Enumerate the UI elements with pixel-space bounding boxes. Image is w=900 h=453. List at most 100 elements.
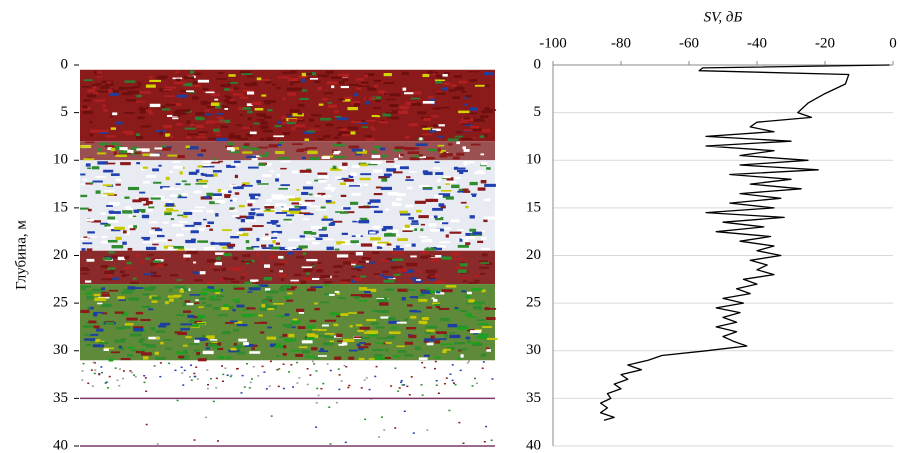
echo-speck [188,171,198,175]
echo-speck [85,110,93,114]
echo-speck [121,312,128,316]
echo-speck [453,342,466,345]
echo-speck [412,432,415,434]
echo-speck [211,193,222,196]
echo-speck [372,128,376,131]
echo-speck [290,364,293,366]
echo-speck [193,372,196,375]
echo-speck [437,135,444,138]
echo-speck [334,356,342,360]
echo-speck [408,216,414,220]
echo-speck [86,307,91,309]
echo-speck [85,141,95,144]
echo-speck [377,436,380,438]
echo-speck [203,184,208,189]
echo-speck [439,241,451,244]
echo-speck [80,183,90,186]
y-tick-label: 10 [53,152,68,168]
echo-speck [206,192,214,196]
echo-speck [472,343,483,346]
echo-speck [303,231,313,235]
echo-speck [222,105,229,108]
echo-speck [348,312,357,314]
echo-speck [167,295,180,298]
echo-speck [96,83,102,86]
echo-speck [132,199,142,203]
echo-speck [237,215,247,219]
echo-speck [340,85,349,89]
echo-speck [97,147,102,152]
echo-speck [485,317,496,320]
echo-speck [457,169,468,173]
echo-speck [470,143,481,146]
echo-speck [93,325,100,329]
echo-speck [288,221,292,224]
echo-speck [407,304,413,307]
echo-speck [173,166,183,169]
echo-speck [481,247,491,251]
echo-speck [454,135,463,138]
echo-speck [440,343,453,346]
echo-speck [298,377,301,379]
echo-speck [379,121,389,124]
echo-speck [266,290,279,294]
echo-speck [424,331,431,334]
echo-speck [101,240,108,244]
echo-speck [119,347,125,350]
echo-speck [123,149,134,154]
echo-speck [139,111,146,114]
echo-speck [338,98,346,101]
echo-speck [329,335,342,338]
echo-speck [318,329,327,331]
echo-speck [323,92,334,95]
echo-speck [230,148,235,152]
echo-speck [326,246,334,251]
echo-speck [175,123,184,126]
echo-speck [263,100,276,103]
echo-speck [251,158,258,162]
echo-speck [418,154,423,157]
echo-speck [155,357,166,360]
echo-speck [109,92,119,96]
echo-speck [406,176,411,179]
echo-speck [437,392,440,394]
echo-speck [211,341,219,344]
echo-speck [134,152,141,155]
echo-speck [463,117,471,120]
echo-speck [242,184,246,186]
echo-speck [478,307,483,311]
echo-speck [224,106,229,110]
echo-speck [85,182,93,185]
echo-speck [148,336,160,340]
echo-speck [190,324,199,327]
echo-speck [155,330,166,333]
echo-speck [447,143,453,146]
echo-speck [361,337,370,340]
echo-speck [391,116,399,120]
echo-speck [153,181,162,184]
echo-speck [187,314,195,318]
echo-speck [243,386,246,388]
echo-speck [82,86,92,88]
echo-speck [477,187,486,191]
echo-speck [205,304,213,307]
echo-speck [481,110,493,114]
echo-speck [239,107,251,110]
echo-speck [346,279,351,282]
echo-speck [265,151,269,156]
echo-speck [355,251,363,256]
echo-speck [265,137,273,141]
echo-speck [425,325,437,329]
echo-speck [185,145,190,149]
echo-speck [176,94,188,98]
echo-speck [246,103,253,107]
echo-speck [215,213,219,217]
echo-speck [104,382,107,384]
echo-speck [193,349,200,352]
echo-speck [155,130,167,133]
echo-speck [375,365,378,368]
echo-speck [212,170,222,173]
echo-speck [243,143,250,146]
echo-speck [87,167,92,170]
echo-speck [103,347,114,350]
